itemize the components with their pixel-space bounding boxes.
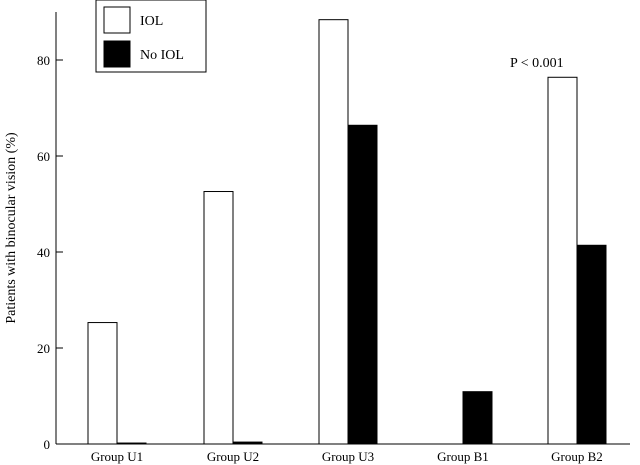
bar-no-iol — [232, 441, 263, 445]
p-value-annotation: P < 0.001 — [510, 56, 564, 71]
bar-no-iol — [576, 244, 607, 445]
y-tick-label: 0 — [44, 437, 51, 452]
legend-label-no-iol: No IOL — [140, 48, 184, 63]
x-tick-label: Group B2 — [551, 449, 603, 464]
x-tick-label: Group U3 — [322, 449, 374, 464]
legend: IOL No IOL — [95, 0, 207, 73]
x-tick-label: Group U2 — [207, 449, 259, 464]
x-tick-label: Group U1 — [91, 449, 143, 464]
bar-no-iol — [462, 391, 493, 445]
legend-swatch-iol — [103, 6, 131, 34]
x-tick-label: Group B1 — [437, 449, 489, 464]
legend-swatch-no-iol — [103, 40, 131, 68]
bar-iol — [318, 19, 349, 445]
annotations: P < 0.001 — [510, 56, 564, 71]
y-tick-label: 40 — [37, 245, 50, 260]
bar-no-iol — [347, 124, 378, 445]
bar-iol — [203, 191, 234, 445]
y-tick-label: 60 — [37, 149, 50, 164]
y-tick-label: 20 — [37, 341, 50, 356]
bar-no-iol — [116, 442, 147, 445]
bar-iol — [87, 322, 118, 445]
y-axis-title: Patients with binocular vision (%) — [4, 132, 19, 324]
y-ticks: 0 20 40 60 80 — [37, 53, 63, 452]
bars — [87, 19, 607, 445]
legend-label-iol: IOL — [140, 14, 163, 29]
bar-iol — [547, 76, 578, 445]
y-tick-label: 80 — [37, 53, 50, 68]
